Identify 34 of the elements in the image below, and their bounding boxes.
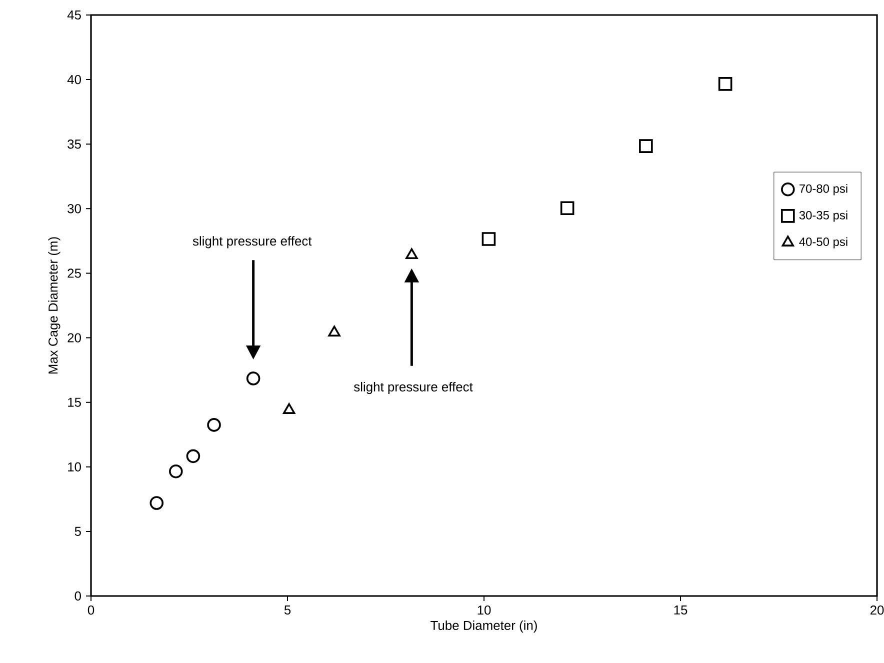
- x-tick-label: 10: [478, 606, 491, 615]
- x-tick-label: 20: [870, 606, 884, 615]
- point: [246, 372, 260, 386]
- legend-label: 30-35 psi: [799, 210, 848, 222]
- legend-label: 40-50 psi: [799, 237, 848, 248]
- y-tick-label: 40: [67, 74, 81, 84]
- y-tick-label: 35: [68, 140, 81, 149]
- annotation: slight pressure effect: [354, 382, 473, 394]
- legend-label: 70-80 psi: [800, 184, 848, 196]
- y-axis-title: Max Cage Diameter (m): [48, 237, 60, 374]
- y-tick-label: 30: [68, 204, 81, 214]
- y-tick-label: 10: [68, 462, 81, 472]
- y-tick-label: 15: [68, 398, 81, 407]
- point: [150, 496, 164, 510]
- point: [482, 232, 496, 246]
- point: [282, 403, 296, 414]
- point: [168, 464, 183, 478]
- point: [186, 449, 200, 464]
- y-tick-label: 0: [74, 591, 81, 601]
- x-tick-label: 5: [284, 606, 291, 615]
- point: [328, 326, 340, 337]
- point: [406, 248, 418, 260]
- y-tick-label: 25: [68, 268, 81, 278]
- x-tick-label: 15: [674, 606, 688, 615]
- y-tick-label: 45: [67, 10, 81, 20]
- y-tick-label: 20: [68, 333, 81, 342]
- point: [207, 418, 221, 432]
- point: [718, 77, 732, 91]
- annotation: slight pressure effect: [192, 236, 312, 248]
- x-axis-title: Tube Diameter (in): [430, 620, 537, 633]
- point: [560, 201, 574, 216]
- x-tick-label: 0: [88, 606, 94, 615]
- y-tick-label: 5: [74, 526, 81, 536]
- point: [639, 139, 653, 153]
